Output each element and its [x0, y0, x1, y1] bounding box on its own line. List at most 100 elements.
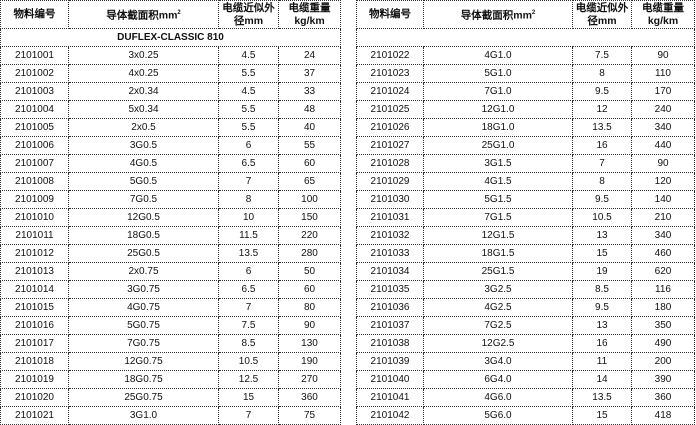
cell-code: 2101007	[0, 154, 69, 173]
cell-weight: 90	[278, 316, 341, 335]
table-row: 2101004 5x0.34 5.5 48	[0, 100, 341, 119]
table-row: 2101029 4G1.5 8 120	[356, 172, 695, 191]
table-row: 2101036 4G2.5 9.5 180	[356, 298, 695, 317]
cell-section: 3G4.0	[423, 352, 573, 371]
cell-diameter: 7	[218, 406, 279, 425]
cell-weight: 37	[278, 64, 341, 83]
table-row: 2101033 18G1.5 15 460	[356, 244, 695, 263]
cell-diameter: 10.5	[218, 352, 279, 371]
cell-section: 12G1.5	[423, 226, 573, 245]
cell-code: 2101021	[0, 406, 69, 425]
cell-section: 4G0.75	[68, 298, 219, 317]
cell-code: 2101017	[0, 334, 69, 353]
cell-diameter: 13.5	[572, 388, 632, 407]
cell-section: 3G1.0	[68, 406, 219, 425]
cell-section: 5G0.75	[68, 316, 219, 335]
cell-diameter: 4.5	[218, 46, 279, 65]
cell-section: 12G1.0	[423, 100, 573, 119]
empty-cell	[356, 28, 695, 47]
cell-code: 2101015	[0, 298, 69, 317]
header-section: 导体截面积mm2	[68, 0, 219, 29]
cell-diameter: 12.5	[218, 370, 279, 389]
cell-weight: 440	[631, 136, 695, 155]
cell-section: 18G1.0	[423, 118, 573, 137]
table-row: 2101019 18G0.75 12.5 270	[0, 370, 341, 389]
cell-weight: 120	[631, 172, 695, 191]
cell-diameter: 8	[572, 172, 632, 191]
cell-section: 25G0.75	[68, 388, 219, 407]
table-row: 2101028 3G1.5 7 90	[356, 154, 695, 173]
cell-weight: 460	[631, 244, 695, 263]
cell-code: 2101013	[0, 262, 69, 281]
table-row: 2101015 4G0.75 7 80	[0, 298, 341, 317]
cell-code: 2101038	[356, 334, 424, 353]
cell-section: 3G0.75	[68, 280, 219, 299]
table-row: 2101008 5G0.5 7 65	[0, 172, 341, 191]
header-diameter: 电缆近似外径mm	[572, 0, 632, 29]
table-row: 2101022 4G1.0 7.5 90	[356, 46, 695, 65]
cell-code: 2101040	[356, 370, 424, 389]
table-row: 2101035 3G2.5 8.5 116	[356, 280, 695, 299]
cell-section: 2x0.75	[68, 262, 219, 281]
cell-weight: 180	[631, 298, 695, 317]
header-weight: 电缆重量 kg/km	[631, 0, 695, 29]
cell-section: 5G1.0	[423, 64, 573, 83]
cell-diameter: 11.5	[218, 226, 279, 245]
cell-section: 4G2.5	[423, 298, 573, 317]
cell-code: 2101003	[0, 82, 69, 101]
table-row: 2101038 12G2.5 16 490	[356, 334, 695, 353]
cell-diameter: 7	[572, 154, 632, 173]
cell-diameter: 9.5	[572, 298, 632, 317]
cell-section: 25G0.5	[68, 244, 219, 263]
table-row: 2101037 7G2.5 13 350	[356, 316, 695, 335]
cell-diameter: 7.5	[218, 316, 279, 335]
cell-code: 2101023	[356, 64, 424, 83]
cell-weight: 24	[278, 46, 341, 65]
table-row: 2101002 4x0.25 5.5 37	[0, 64, 341, 83]
table-row: 2101006 3G0.5 6 55	[0, 136, 341, 155]
cell-diameter: 19	[572, 262, 632, 281]
header-row: 物料编号 导体截面积mm2 电缆近似外径mm 电缆重量 kg/km	[356, 0, 695, 29]
cell-weight: 220	[278, 226, 341, 245]
cell-diameter: 15	[218, 388, 279, 407]
cell-diameter: 13	[572, 316, 632, 335]
cell-section: 5G0.5	[68, 172, 219, 191]
cell-diameter: 15	[572, 244, 632, 263]
cell-code: 2101042	[356, 406, 424, 425]
cell-code: 2101036	[356, 298, 424, 317]
table-row: 2101024 7G1.0 9.5 170	[356, 82, 695, 101]
cell-section: 7G1.5	[423, 208, 573, 227]
cell-weight: 65	[278, 172, 341, 191]
series-title: DUFLEX-CLASSIC 810	[0, 28, 341, 47]
cell-code: 2101033	[356, 244, 424, 263]
cell-section: 25G1.5	[423, 262, 573, 281]
cell-weight: 350	[631, 316, 695, 335]
header-code: 物料编号	[0, 0, 69, 29]
table-row: 2101025 12G1.0 12 240	[356, 100, 695, 119]
table-row: 2101023 5G1.0 8 110	[356, 64, 695, 83]
cell-weight: 50	[278, 262, 341, 281]
table-row: 2101014 3G0.75 6.5 60	[0, 280, 341, 299]
cell-code: 2101004	[0, 100, 69, 119]
cell-section: 5G6.0	[423, 406, 573, 425]
cell-diameter: 13.5	[572, 118, 632, 137]
cell-diameter: 10	[218, 208, 279, 227]
cell-section: 3x0.25	[68, 46, 219, 65]
cell-section: 7G0.5	[68, 190, 219, 209]
series-row-empty	[356, 28, 695, 47]
cell-weight: 55	[278, 136, 341, 155]
cable-table-right: 物料编号 导体截面积mm2 电缆近似外径mm 电缆重量 kg/km 210102…	[356, 0, 695, 425]
cell-weight: 240	[631, 100, 695, 119]
series-row: DUFLEX-CLASSIC 810	[0, 28, 341, 47]
cell-weight: 90	[631, 154, 695, 173]
cell-code: 2101010	[0, 208, 69, 227]
table-row: 2101020 25G0.75 15 360	[0, 388, 341, 407]
cell-section: 12G0.75	[68, 352, 219, 371]
cell-section: 18G0.5	[68, 226, 219, 245]
table-row: 2101027 25G1.0 16 440	[356, 136, 695, 155]
cell-code: 2101019	[0, 370, 69, 389]
cell-diameter: 5.5	[218, 100, 279, 119]
cell-code: 2101026	[356, 118, 424, 137]
table-row: 2101021 3G1.0 7 75	[0, 406, 341, 425]
cell-code: 2101035	[356, 280, 424, 299]
